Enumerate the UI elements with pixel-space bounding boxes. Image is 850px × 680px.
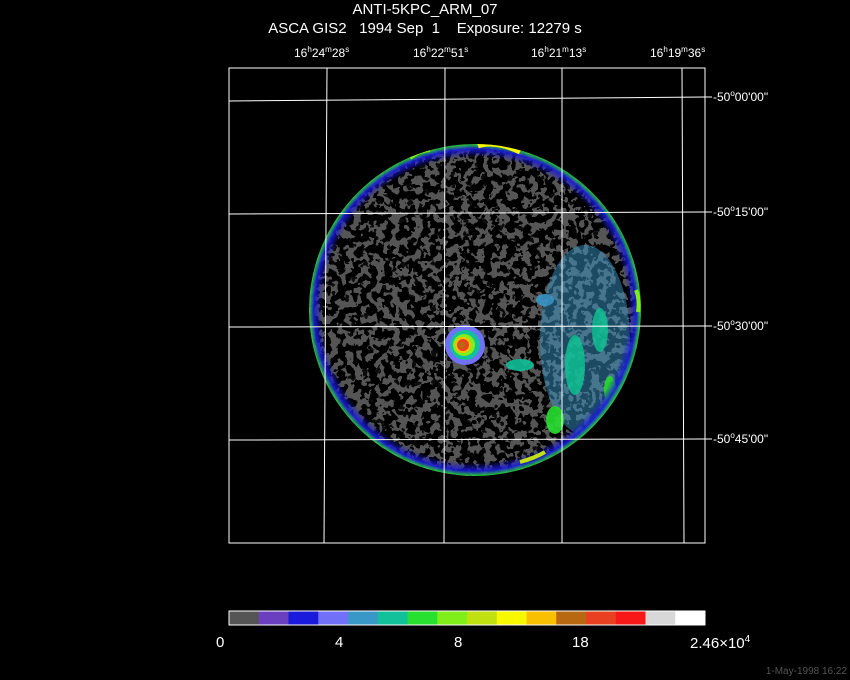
colorbar-swatch — [556, 611, 587, 625]
ra-label: 16h19m36s — [650, 45, 706, 60]
detector-field — [309, 144, 641, 476]
dec-label: -50o15'00" — [713, 204, 769, 219]
colorbar-swatch — [229, 611, 260, 625]
exposure-label: Exposure: 12279 s — [456, 20, 582, 37]
colorbar-swatch — [467, 611, 498, 625]
plot-subtitle: ASCA GIS2 1994 Sep 1 Exposure: 12279 s — [0, 20, 850, 38]
colorbar-label: 8 — [454, 634, 463, 651]
dec-label: -50o30'00" — [713, 318, 769, 333]
date-label: 1994 Sep 1 — [359, 20, 441, 37]
coordinate-grid — [228, 67, 706, 544]
colorbar-swatch — [288, 611, 319, 625]
colorbar — [229, 611, 706, 625]
colorbar-swatch — [615, 611, 646, 625]
colorbar-swatch — [318, 611, 349, 625]
instrument-label: ASCA GIS2 — [268, 20, 347, 37]
colorbar-swatch — [675, 611, 706, 625]
ra-label: 16h21m13s — [531, 45, 587, 60]
colorbar-swatch — [586, 611, 617, 625]
colorbar-swatch — [348, 611, 379, 625]
colorbar-swatch — [526, 611, 557, 625]
colorbar-max-label: 2.46×104 — [690, 634, 751, 652]
timestamp: 1-May-1998 16:22 — [765, 666, 847, 677]
colorbar-frame — [228, 610, 706, 626]
colorbar-swatch — [437, 611, 468, 625]
colorbar-label: 18 — [572, 634, 589, 651]
dec-label: -50o45'00" — [713, 431, 769, 446]
plot-title: ANTI-5KPC_ARM_07 — [352, 1, 498, 18]
dec-ticks — [705, 96, 712, 440]
ra-label: 16h24m28s — [294, 45, 350, 60]
colorbar-swatch — [258, 611, 289, 625]
colorbar-swatch — [645, 611, 676, 625]
colorbar-swatch — [496, 611, 527, 625]
ra-label: 16h22m51s — [413, 45, 469, 60]
dec-label: -50o00'00" — [713, 89, 769, 104]
colorbar-swatch — [407, 611, 438, 625]
colorbar-swatch — [377, 611, 408, 625]
colorbar-label: 4 — [335, 634, 344, 651]
colorbar-label: 0 — [216, 634, 225, 651]
